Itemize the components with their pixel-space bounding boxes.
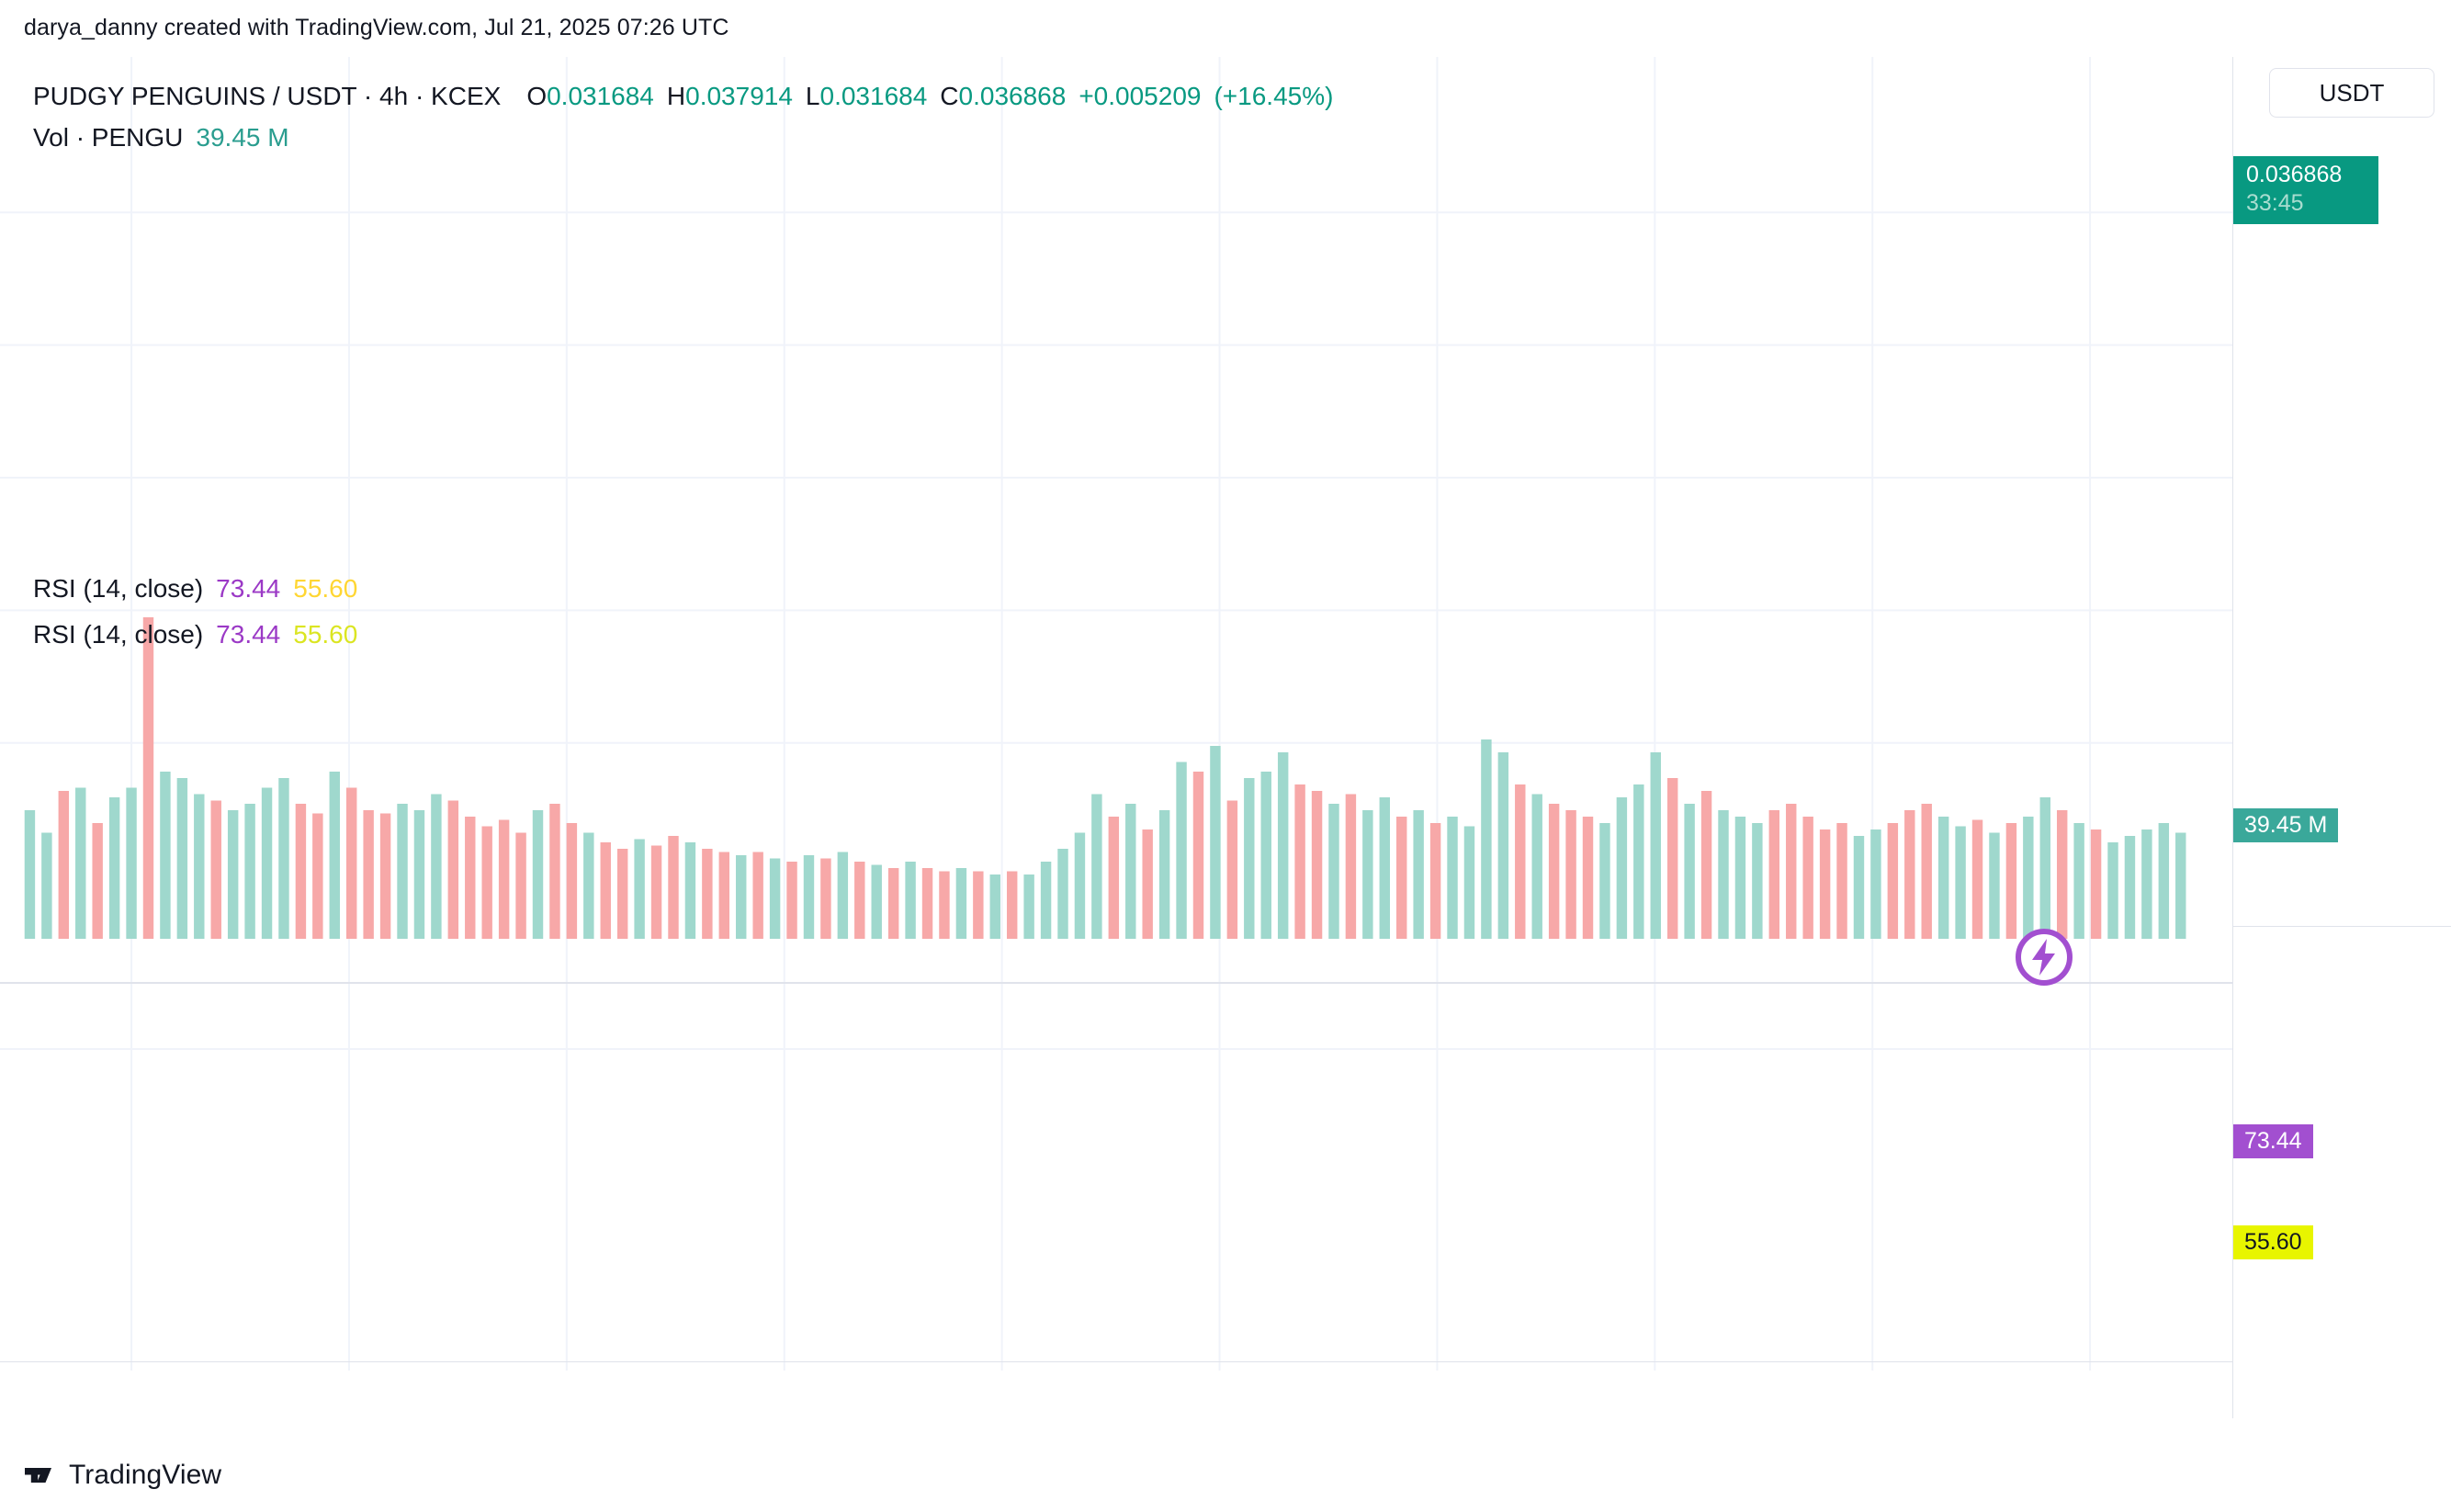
last-price-badge-value: 0.036868 [2246, 162, 2343, 187]
rsi-badge-value: 73.44 [2244, 1128, 2302, 1154]
vertical-gridlines [130, 57, 2092, 1371]
currency-unit-button[interactable]: USDT [2269, 68, 2434, 118]
horizontal-gridlines [0, 211, 2232, 744]
lightning-bolt-icon[interactable] [2014, 927, 2074, 987]
chart-canvas[interactable] [0, 57, 2232, 1418]
attribution-text: darya_danny created with TradingView.com… [24, 15, 729, 40]
rsi-ma-badge-value: 55.60 [2244, 1229, 2302, 1255]
rsi-value-badge[interactable]: 73.44 [2233, 1124, 2313, 1158]
rsi-ma-value-badge[interactable]: 55.60 [2233, 1225, 2313, 1259]
volume-bars [24, 617, 2186, 939]
price-scale-axis[interactable]: USDT 0.036868 33:45 39.45 M 73.44 55.60 [2232, 57, 2451, 1418]
time-scale-axis[interactable] [0, 1361, 2232, 1420]
tradingview-logo-icon [25, 1468, 51, 1483]
last-price-badge[interactable]: 0.036868 33:45 [2233, 156, 2378, 224]
countdown-badge-value: 33:45 [2246, 190, 2304, 216]
axis-pane-separator [2233, 926, 2451, 927]
chart-frame: PUDGY PENGUINS / USDT · 4h · KCEX O0.0316… [0, 57, 2451, 1418]
tradingview-brand[interactable]: TradingView [24, 1459, 221, 1492]
volume-badge-value: 39.45 M [2244, 812, 2328, 838]
tradingview-brand-label: TradingView [69, 1460, 222, 1490]
volume-badge[interactable]: 39.45 M [2233, 808, 2339, 842]
